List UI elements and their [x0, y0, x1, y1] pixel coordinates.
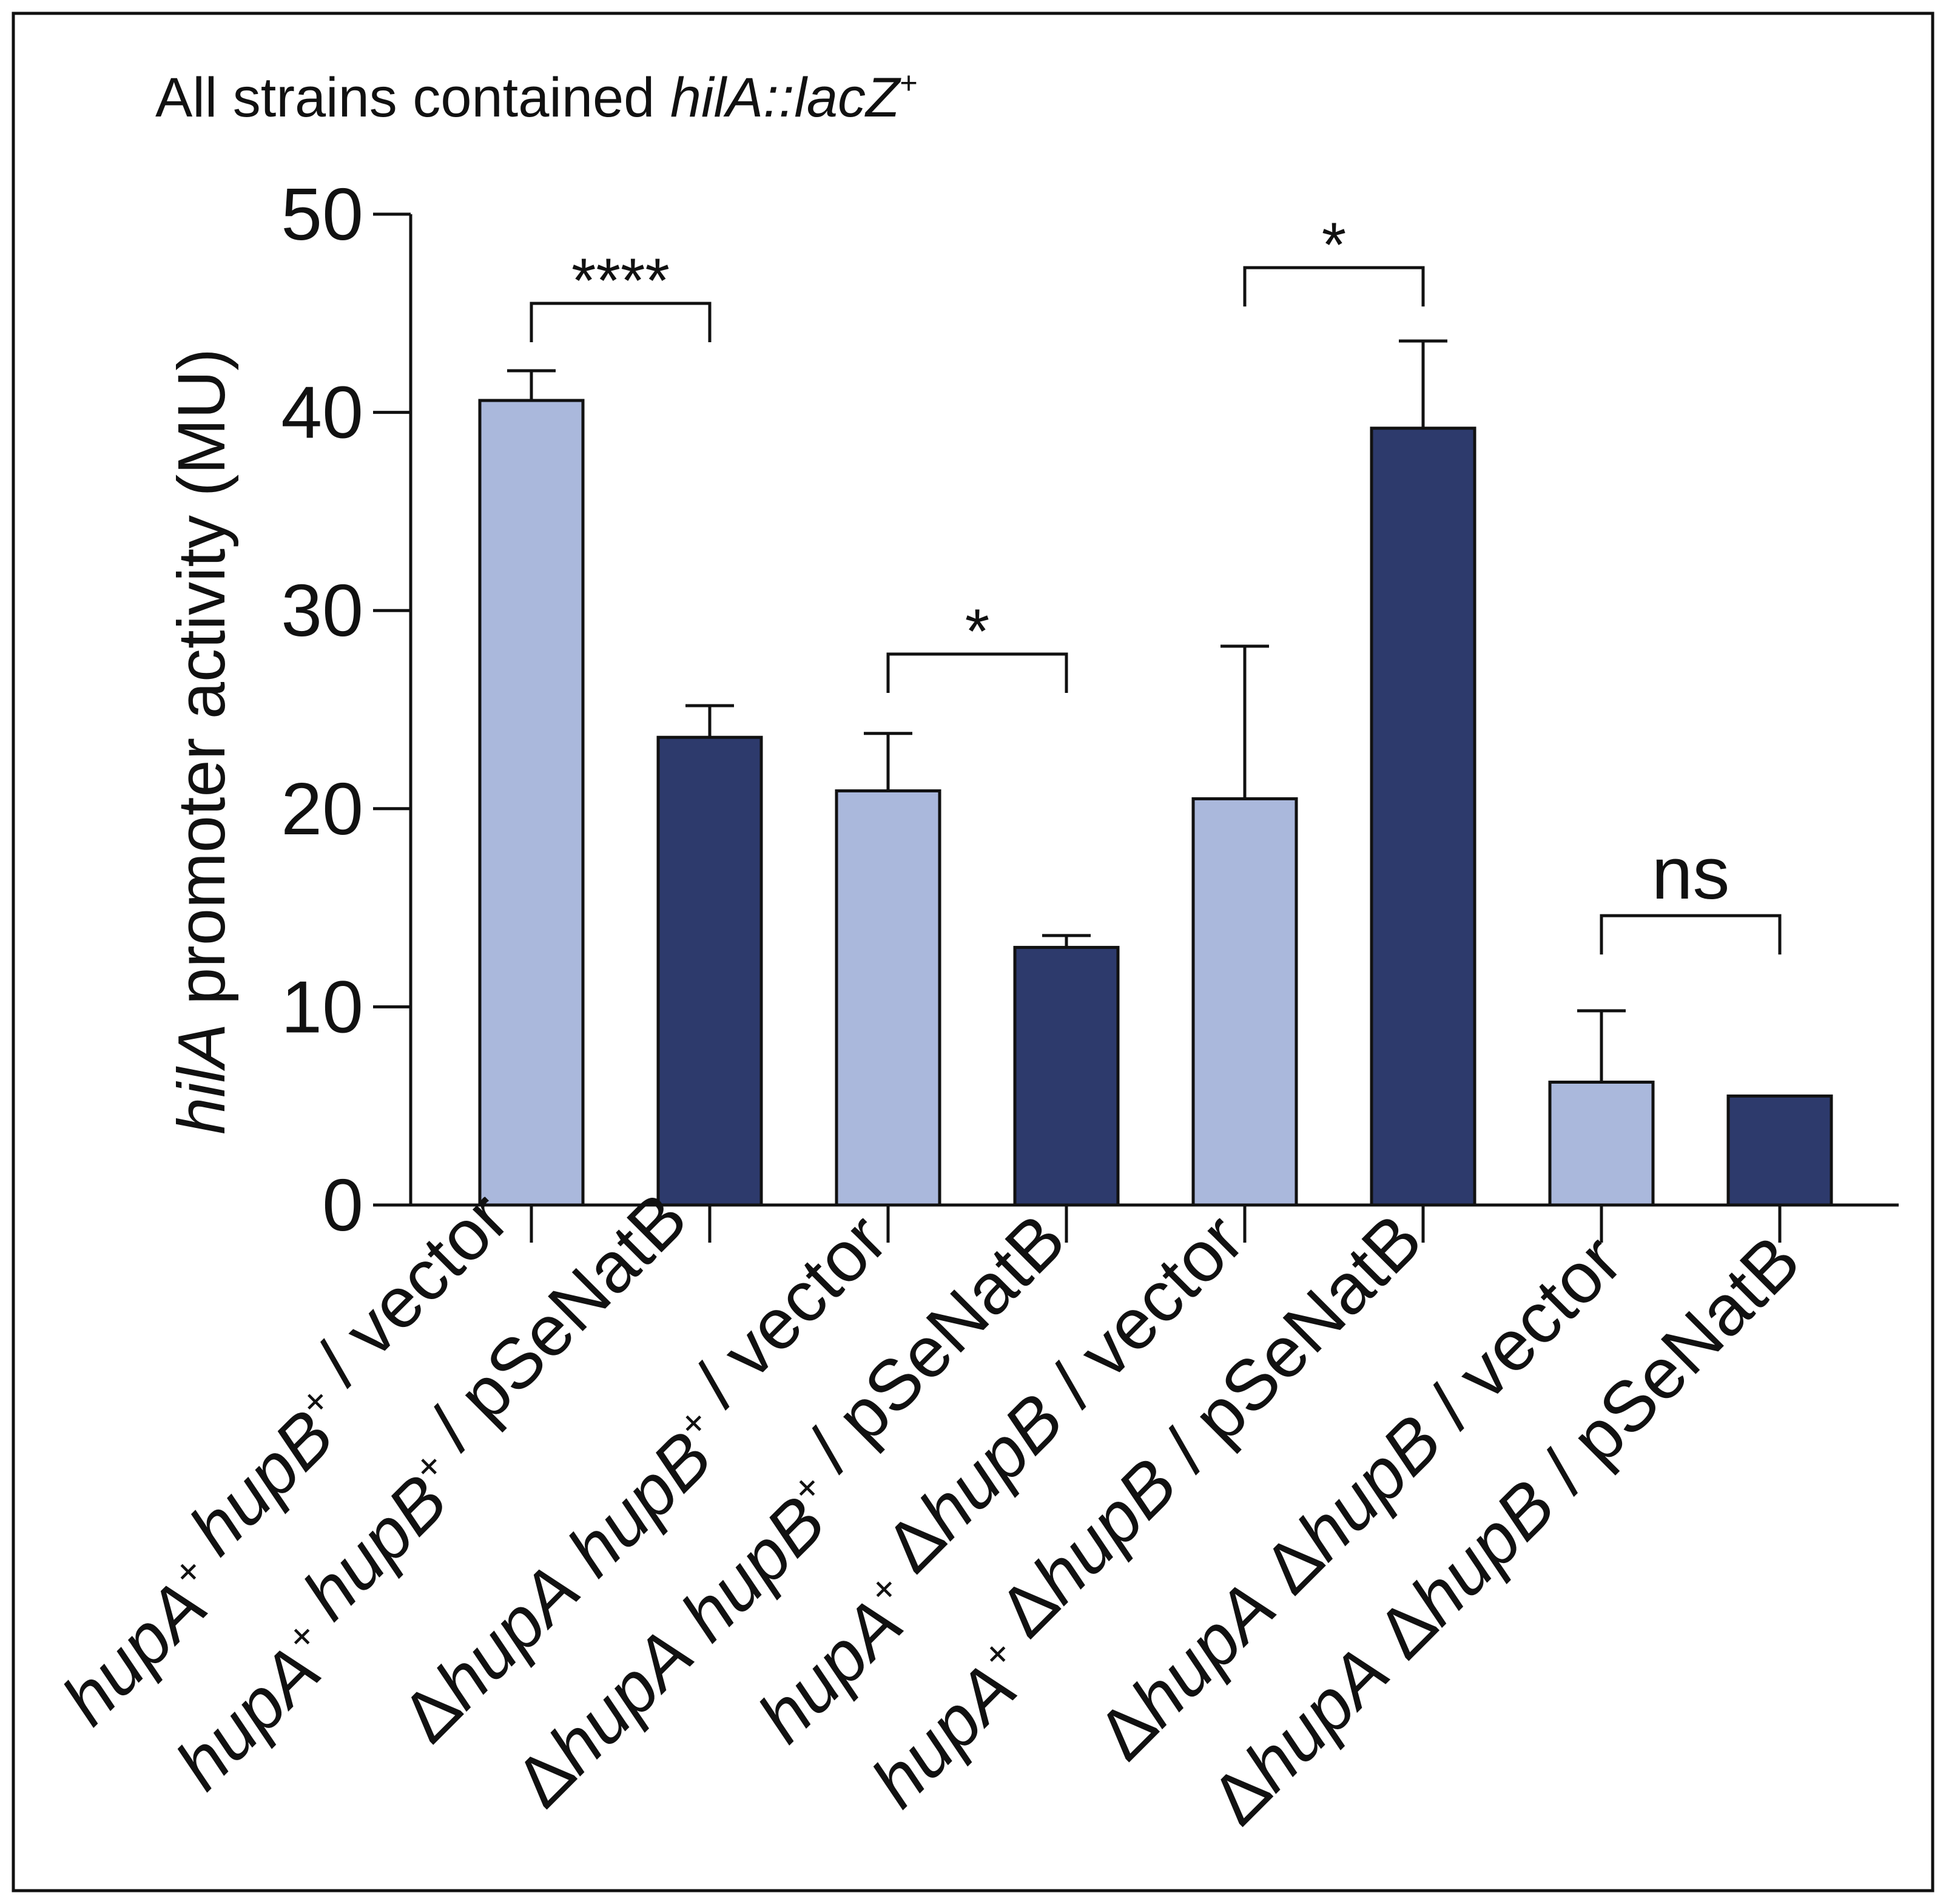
chart-title-prefix: All strains contained [155, 67, 670, 129]
y-tick-label-2: 20 [281, 768, 363, 850]
error-bars [507, 339, 1626, 1082]
y-axis-title-gene: hilA [164, 1023, 239, 1134]
bars [478, 399, 1833, 1207]
significance-label-2: * [1322, 210, 1346, 280]
significance-bracket-3 [1600, 914, 1782, 955]
bar-7 [1726, 1094, 1833, 1207]
y-axis-title-rest: promoter activity (MU) [164, 348, 239, 1023]
significance-bracket-1 [886, 652, 1068, 694]
bar-4 [1191, 797, 1298, 1207]
significance-bracket-0 [530, 302, 712, 342]
chart-title-gene: hilA::lacZ [670, 67, 901, 129]
significance-brackets: ******ns [530, 210, 1782, 955]
bar-1 [656, 735, 763, 1207]
chart-title-superscript: + [900, 66, 918, 100]
y-tick-label-5: 50 [281, 173, 363, 255]
y-tick-label-4: 40 [281, 371, 363, 454]
bar-5 [1370, 427, 1476, 1207]
significance-label-1: * [965, 596, 989, 667]
significance-label-3: ns [1652, 832, 1730, 914]
y-tick-label-1: 10 [281, 965, 363, 1048]
significance-label-0: **** [571, 246, 670, 316]
significance-bracket-2 [1243, 266, 1425, 307]
y-tick-label-0: 0 [322, 1164, 363, 1246]
bar-6 [1548, 1081, 1655, 1207]
figure-frame [12, 12, 1934, 1892]
chart-title: All strains contained hilA::lacZ+ [155, 66, 918, 129]
bar-2 [835, 789, 941, 1207]
y-axis-title: hilA promoter activity (MU) [164, 348, 239, 1135]
y-axis: 0 10 20 30 40 50 [281, 173, 412, 1246]
y-tick-label-3: 30 [281, 569, 363, 652]
bar-3 [1013, 945, 1120, 1207]
bar-0 [478, 399, 585, 1207]
